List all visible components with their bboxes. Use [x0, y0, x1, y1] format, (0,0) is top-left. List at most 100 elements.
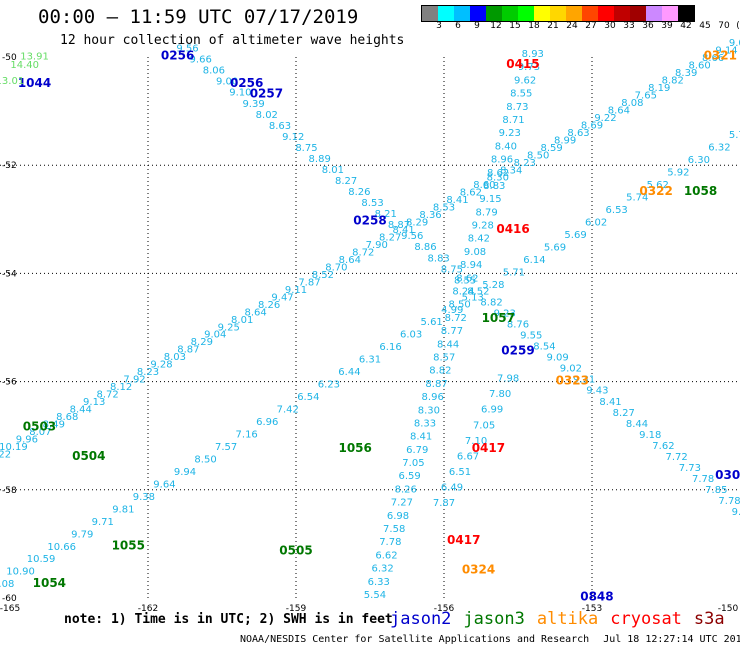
swh-value-label: 8.24	[452, 287, 474, 298]
pass-time-label: 0503	[23, 419, 56, 433]
legend-item-cryosat: cryosat	[610, 609, 682, 629]
swh-value-label: 7.27	[391, 498, 413, 509]
x-tick-label: -165	[0, 604, 20, 614]
swh-value-label: 10.19	[0, 442, 28, 453]
color-swatch	[662, 6, 678, 21]
y-tick-label: -58	[2, 486, 17, 496]
swh-value-label: 8.96	[491, 155, 513, 166]
legend-item-altika: altika	[536, 609, 599, 629]
swh-value-label: 7.65	[635, 91, 657, 102]
swh-value-label: 8.64	[339, 255, 361, 266]
y-tick-label: -60	[2, 594, 17, 604]
swh-value-label: 5.28	[482, 280, 504, 291]
pass-time-label: 0258	[353, 214, 386, 228]
swh-value-label: 8.66	[702, 53, 724, 64]
x-tick-label: -153	[582, 604, 602, 614]
swh-value-label: 6.03	[400, 330, 422, 341]
swh-value-label: 6.54	[297, 392, 319, 403]
color-scale-label: 33	[623, 21, 635, 31]
color-swatch	[646, 6, 662, 21]
color-scale-label: 39	[661, 21, 673, 31]
swh-value-label: 9.32	[732, 507, 740, 518]
swh-value-label: 8.33	[414, 418, 436, 429]
swh-value-label: 10.90	[6, 567, 35, 578]
pass-time-label: 0504	[72, 449, 105, 463]
swh-value-label: 6.32	[708, 143, 730, 154]
swh-value-label: 8.19	[648, 83, 670, 94]
color-scale-label: 6	[455, 21, 461, 31]
swh-value-label: 8.73	[506, 102, 528, 113]
swh-value-label: 7.16	[236, 430, 258, 441]
swh-value-label: 8.27	[379, 233, 401, 244]
swh-value-label: 8.99	[554, 135, 576, 146]
swh-value-label: 8.72	[97, 390, 119, 401]
pass-time-label: 1044	[18, 76, 51, 90]
y-tick-label: -56	[2, 378, 17, 388]
map-subtitle: 12 hour collection of altimeter wave hei…	[60, 33, 405, 48]
swh-value-label: 7.05	[473, 420, 495, 431]
legend-item-s3a: s3a	[693, 609, 725, 629]
swh-value-label: 8.30	[487, 173, 509, 184]
x-tick-label: -159	[286, 604, 307, 614]
swh-value-label: 7.92	[123, 375, 145, 386]
swh-value-label: 9.00	[216, 77, 238, 88]
swh-value-label: 8.53	[361, 198, 383, 209]
swh-value-label: 8.01	[231, 315, 253, 326]
swh-value-label: 8.93	[522, 49, 544, 60]
swh-value-label: 8.96	[422, 392, 444, 403]
swh-value-label: 7.85	[705, 485, 727, 496]
swh-value-label: 9.28	[150, 360, 172, 371]
color-swatch	[678, 6, 694, 21]
swh-value-label: 8.62	[460, 188, 482, 199]
color-scale-bar	[421, 5, 695, 22]
pass-time-label: 0416	[496, 222, 529, 236]
swh-value-label: 8.50	[527, 150, 549, 161]
swh-value-label: 8.26	[258, 300, 280, 311]
swh-value-label: 8.62	[487, 168, 509, 179]
swh-value-label: 8.27	[335, 176, 357, 187]
color-swatch	[518, 6, 534, 21]
pass-time-label: 030	[715, 468, 740, 482]
map-title: 00:00 — 11:59 UTC 07/17/2019	[38, 6, 359, 28]
color-scale-label: 70	[718, 21, 730, 31]
swh-value-label: 9.05	[729, 38, 740, 49]
color-scale-label: 30	[604, 21, 616, 31]
swh-value-label: 8.82	[480, 297, 502, 308]
swh-value-label: 9.79	[71, 529, 93, 540]
swh-value-label: 8.52	[467, 286, 489, 297]
color-scale-label: 42	[680, 21, 692, 31]
credit-line: NOAA/NESDIS Center for Satellite Applica…	[240, 634, 740, 645]
y-tick-label: -50	[2, 53, 17, 63]
swh-value-label: 9.08	[464, 247, 486, 258]
swh-value-label: 6.44	[338, 367, 360, 378]
swh-value-label: 8.30	[418, 405, 440, 416]
legend-item-jason3: jason3	[463, 609, 525, 629]
swh-value-label: 8.63	[269, 121, 291, 132]
swh-value-label: 5.13	[462, 292, 484, 303]
swh-value-label: 9.22	[594, 113, 616, 124]
swh-value-label: 8.75	[295, 143, 317, 154]
swh-value-label: 9.73	[518, 62, 540, 73]
swh-value-label: 6.67	[457, 451, 479, 462]
swh-value-label: 8.41	[446, 195, 468, 206]
swh-value-label: 8.87	[425, 379, 447, 390]
swh-value-label: 7.72	[666, 452, 688, 463]
y-tick-label: -52	[2, 161, 17, 171]
x-tick-label: -162	[138, 604, 158, 614]
swh-value-label: 9.56	[401, 231, 423, 242]
swh-value-label: 9.18	[639, 430, 661, 441]
swh-value-label: 5.71	[503, 267, 525, 278]
swh-value-label: 8.40	[495, 141, 517, 152]
satellite-legend: jason2 jason3 altika cryosat s3a	[390, 609, 737, 629]
swh-value-label: 7.80	[489, 389, 511, 400]
swh-value-label: 6.53	[606, 205, 628, 216]
swh-value-label: 9.10	[229, 88, 251, 99]
swh-value-label: 6.31	[359, 355, 381, 366]
swh-value-label: 8.23	[514, 158, 536, 169]
pass-time-label: 13.01	[0, 76, 24, 87]
swh-value-label: 5.74	[626, 193, 648, 204]
swh-value-label: 7.78	[718, 496, 740, 507]
swh-value-label: 8.94	[460, 260, 482, 271]
swh-value-label: 9.39	[242, 99, 264, 110]
